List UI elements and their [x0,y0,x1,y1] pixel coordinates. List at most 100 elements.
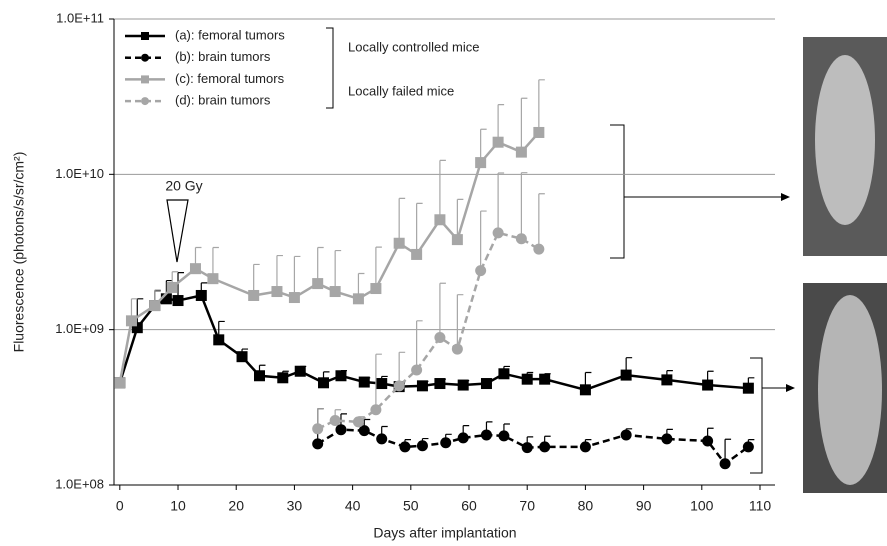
marker [370,283,382,295]
error-bar [456,294,464,350]
marker [213,334,225,346]
marker [160,293,172,305]
dose-arrow [166,199,189,263]
marker [207,273,219,285]
marker [521,442,533,454]
marker [358,425,370,437]
marker [440,437,452,449]
x-tick-label: 110 [749,498,772,514]
marker [376,433,388,445]
marker [451,343,463,355]
marker [131,322,143,334]
marker [294,365,306,377]
error-bar [439,282,446,338]
error-bar [520,172,528,239]
marker [498,368,510,380]
marker [457,432,469,444]
error-bar [456,198,464,240]
marker [329,286,341,298]
error-bar [293,255,301,298]
legend-label: (d): brain tumors [175,93,271,108]
marker [141,53,149,62]
marker [620,369,632,381]
marker [457,379,469,391]
x-tick-label: 100 [690,498,714,514]
marker [277,372,289,384]
marker [352,416,364,428]
marker [475,265,487,277]
error-bar [398,197,406,244]
marker [579,441,591,453]
marker [312,278,324,290]
marker [620,429,632,441]
error-bar [497,104,505,143]
error-bar [497,172,505,233]
error-bar [538,79,545,133]
arrowhead [781,193,790,201]
marker [498,430,510,442]
marker [399,441,411,453]
marker [521,373,533,385]
marker [515,233,527,245]
marker [579,384,591,396]
error-bar [439,159,446,220]
marker [236,351,248,363]
marker [370,404,382,416]
y-tick-label: 1.0E+09 [55,321,104,336]
marker [125,315,137,327]
marker [451,234,463,246]
marker [253,370,265,382]
marker [742,382,754,394]
marker [141,97,149,106]
y-axis-label: Fluorescence (photons/s/sr/cm²) [11,152,27,353]
legend-label: (c): femoral tumors [175,71,285,86]
x-tick-label: 70 [519,498,535,514]
marker [434,332,446,344]
legend-label: (b): brain tumors [175,49,271,64]
error-bar [375,353,382,410]
marker [492,136,504,148]
group-label: Locally controlled mice [348,39,480,54]
x-tick-label: 60 [461,498,477,514]
x-tick-label: 10 [170,498,186,514]
marker [393,380,405,392]
error-bar [317,246,324,284]
marker [358,376,370,388]
marker [742,441,754,453]
x-tick-label: 80 [578,498,594,514]
marker [141,75,149,84]
marker [533,243,545,255]
series-line [118,294,749,392]
error-bar [398,351,406,386]
marker [533,126,545,138]
error-bar [520,97,528,153]
marker [248,289,260,301]
marker [318,377,330,389]
x-axis-label: Days after implantation [373,525,516,541]
error-bar [375,246,382,289]
marker [416,380,428,392]
error-bar [416,202,423,255]
legend-bracket [326,27,334,109]
x-tick-label: 30 [287,498,303,514]
bracket [750,357,763,474]
marker [312,438,324,450]
marker [492,227,504,239]
marker [480,429,492,441]
x-tick-label: 0 [116,498,124,514]
marker [189,263,201,275]
marker [329,415,341,427]
marker [393,237,405,249]
marker [702,379,714,391]
marker [661,374,673,386]
marker [515,146,527,158]
marker [539,441,551,453]
marker [411,364,423,376]
marker [661,433,673,445]
marker [114,377,126,389]
marker [288,292,300,304]
marker [702,435,714,447]
marker [166,281,178,293]
y-tick-label: 1.0E+10 [55,166,104,181]
group-label: Locally failed mice [348,83,454,98]
